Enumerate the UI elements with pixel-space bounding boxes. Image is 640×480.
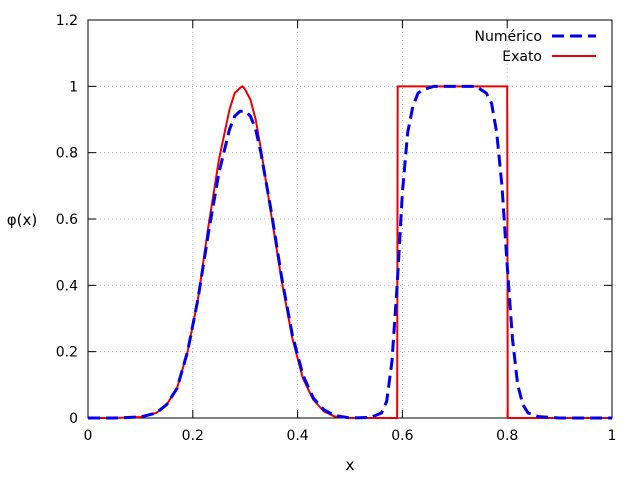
y-tick-label: 1.2 xyxy=(56,13,78,29)
series-line-numerico xyxy=(88,84,612,420)
y-tick-label: 0.4 xyxy=(56,278,78,294)
legend-label-numerico: Numérico xyxy=(474,29,542,45)
x-tick-label: 0.4 xyxy=(286,428,308,444)
y-axis-label: φ(x) xyxy=(7,211,37,229)
grid xyxy=(88,20,612,418)
x-tick-label: 0.2 xyxy=(182,428,204,444)
series-layer xyxy=(88,84,612,420)
y-tick-label: 0.2 xyxy=(56,345,78,361)
x-tick-label: 1 xyxy=(608,428,617,444)
x-tick-label: 0.6 xyxy=(391,428,413,444)
x-tick-label: 0 xyxy=(84,428,93,444)
x-tick-label: 0.8 xyxy=(496,428,518,444)
x-axis-label: x xyxy=(346,456,355,474)
legend: Numérico Exato xyxy=(474,29,596,65)
y-tick-label: 1 xyxy=(69,79,78,95)
y-tick-label: 0.6 xyxy=(56,212,78,228)
y-tick-label: 0.8 xyxy=(56,146,78,162)
tick-labels: 0 0.2 0.4 0.6 0.8 1 1.2 0 0.2 0.4 0.6 0.8 1 xyxy=(56,13,617,444)
y-tick-label: 0 xyxy=(69,411,78,427)
legend-label-exato: Exato xyxy=(502,49,542,65)
